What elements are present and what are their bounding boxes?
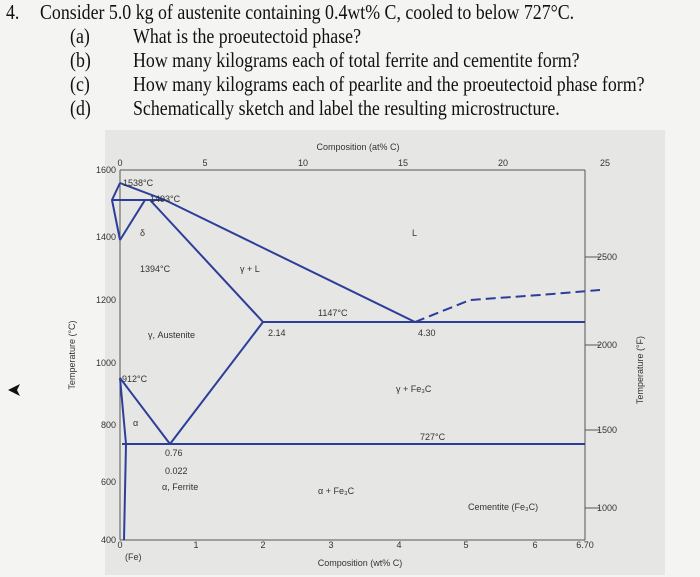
left-tick-label: 1000: [96, 358, 116, 368]
region-label: 1493°C: [150, 194, 181, 204]
top-tick-label: 15: [398, 158, 408, 168]
bottom-tick-label: 5: [463, 540, 468, 550]
region-label: α, Ferrite: [162, 482, 198, 492]
part-label: (d): [70, 96, 91, 120]
phase-boundaries: [110, 182, 601, 541]
top-tick-label: 10: [298, 158, 308, 168]
part-text: What is the proeutectoid phase?: [133, 24, 361, 48]
region-label: 4.30: [418, 328, 436, 338]
region-label: 0.022: [165, 466, 188, 476]
bottom-tick-label: 4: [396, 540, 401, 550]
bottom-tick-label: 6: [532, 540, 537, 550]
region-label: 2.14: [268, 328, 286, 338]
top-tick-label: 5: [202, 158, 207, 168]
region-label: L: [412, 228, 417, 238]
region-label: γ, Austenite: [148, 330, 195, 340]
region-label: 1147°C: [318, 308, 348, 318]
part-text: How many kilograms each of pearlite and …: [133, 72, 645, 96]
frame: [119, 169, 586, 541]
part-text: How many kilograms each of total ferrite…: [133, 48, 580, 72]
top-tick-label: 0: [117, 158, 122, 168]
left-tick-label: 400: [101, 535, 116, 545]
bottom-tick-label: 2: [260, 540, 265, 550]
part-label: (c): [70, 72, 90, 96]
region-label: 1538°C: [123, 178, 154, 188]
fe-label: (Fe): [125, 552, 142, 562]
region-label: 727°C: [420, 432, 446, 442]
region-label: 912°C: [122, 374, 148, 384]
region-label: α: [133, 418, 138, 428]
bottom-tick-label: 6.70: [576, 540, 594, 550]
region-label: 0.76: [165, 448, 183, 458]
region-label: δ: [140, 228, 145, 238]
right-tick-label: 1000: [597, 503, 617, 513]
problem-stem: Consider 5.0 kg of austenite containing …: [40, 0, 575, 24]
top-tick-label: 20: [498, 158, 508, 168]
region-label: γ + Fe₃C: [396, 384, 432, 394]
bottom-tick-label: 0: [117, 540, 122, 550]
part-text: Schematically sketch and label the resul…: [133, 96, 560, 120]
right-tick-label: 2500: [597, 252, 617, 262]
left-tick-label: 600: [101, 477, 116, 487]
top-tick-label: 25: [600, 158, 610, 168]
arrow-marker: [8, 384, 20, 396]
top-axis-title: Composition (at% C): [316, 142, 399, 152]
region-label: α + Fe₃C: [318, 486, 355, 496]
region-label: γ + L: [240, 264, 260, 274]
problem-number: 4.: [6, 0, 20, 24]
region-label: Cementite (Fe₃C): [468, 502, 538, 512]
left-tick-label: 1200: [96, 295, 116, 305]
bottom-tick-label: 3: [328, 540, 333, 550]
left-tick-label: 1400: [96, 232, 116, 242]
part-label: (a): [70, 24, 90, 48]
bottom-tick-label: 1: [193, 540, 198, 550]
region-label: 1394°C: [140, 264, 171, 274]
left-axis-title: Temperature (°C): [67, 320, 77, 389]
left-tick-label: 800: [101, 420, 116, 430]
right-tick-label: 2000: [597, 340, 617, 350]
right-axis-title: Temperature (°F): [635, 336, 645, 404]
left-tick-label: 1600: [96, 165, 116, 175]
part-label: (b): [70, 48, 91, 72]
right-tick-label: 1500: [597, 425, 617, 435]
diagram-background: [105, 130, 665, 575]
bottom-axis-title: Composition (wt% C): [318, 558, 403, 568]
